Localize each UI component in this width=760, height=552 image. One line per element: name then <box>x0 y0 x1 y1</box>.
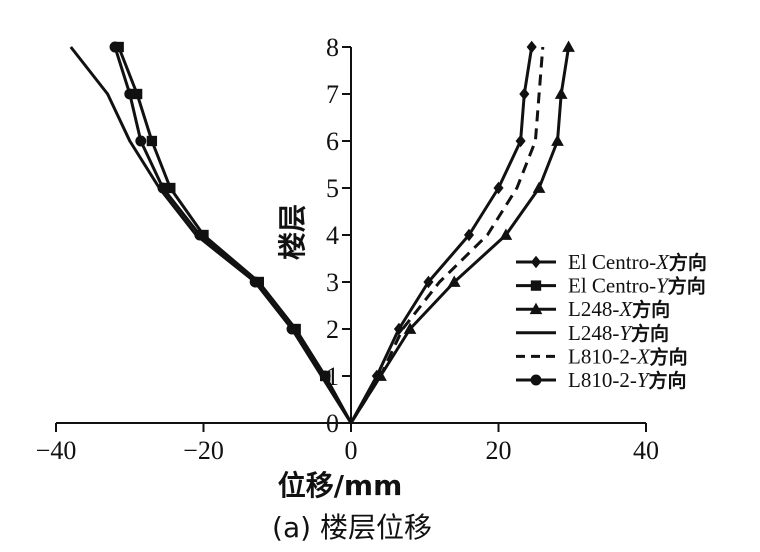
legend-item: L810-2-X方向 <box>516 344 688 368</box>
marker-square <box>146 135 158 147</box>
marker-triangle <box>554 87 568 99</box>
marker-circle <box>124 88 136 100</box>
series-line <box>349 46 571 424</box>
marker-triangle <box>562 40 575 52</box>
y-axis-label: 楼层 <box>276 204 309 260</box>
marker-triangle <box>529 302 543 315</box>
legend-label: L810-2-Y方向 <box>568 368 687 392</box>
series-4 <box>349 46 545 424</box>
marker-circle <box>109 41 121 53</box>
marker-circle <box>249 276 261 288</box>
x-axis-label: 位移/mm <box>278 469 403 502</box>
series-0 <box>349 40 537 424</box>
marker-circle <box>286 323 298 335</box>
legend-label: L810-2-X方向 <box>568 344 688 368</box>
marker-triangle <box>403 322 417 334</box>
marker-diamond <box>519 87 530 101</box>
legend-item: L248-Y方向 <box>516 321 669 345</box>
series-2 <box>349 40 575 424</box>
series-5 <box>109 41 353 424</box>
x-tick-label: 20 <box>486 436 512 465</box>
y-tick-label: 8 <box>326 33 339 62</box>
y-tick-label: 5 <box>326 174 339 203</box>
x-tick-label: −20 <box>183 436 224 465</box>
y-tick-label: 0 <box>326 409 339 438</box>
marker-triangle <box>532 181 546 193</box>
legend-item: L810-2-Y方向 <box>516 368 687 392</box>
marker-diamond <box>515 134 526 148</box>
y-tick-label: 6 <box>326 127 339 156</box>
y-tick-label: 4 <box>326 221 339 250</box>
marker-circle <box>194 229 206 241</box>
x-tick-label: −40 <box>36 436 77 465</box>
x-tick-label: 0 <box>345 436 358 465</box>
marker-diamond <box>463 228 475 242</box>
y-tick-label: 7 <box>326 80 339 109</box>
marker-diamond <box>423 275 434 289</box>
marker-triangle <box>447 275 461 287</box>
legend-item: El Centro-X方向 <box>516 250 707 274</box>
marker-diamond <box>530 255 542 269</box>
y-tick-label: 2 <box>326 315 339 344</box>
legend-label: El Centro-X方向 <box>568 250 707 274</box>
legend-item: L248-X方向 <box>516 297 670 321</box>
series-line <box>349 46 545 424</box>
marker-triangle <box>551 134 564 146</box>
x-tick-label: 40 <box>633 436 659 465</box>
marker-circle <box>319 370 331 382</box>
legend-item: El Centro-Y方向 <box>516 274 706 298</box>
series-layer <box>69 40 575 424</box>
marker-triangle <box>499 228 513 240</box>
marker-circle <box>135 135 147 147</box>
legend-label: L248-X方向 <box>568 297 670 321</box>
chart-caption: (a) 楼层位移 <box>272 511 432 544</box>
legend-label: El Centro-Y方向 <box>568 274 706 298</box>
legend-label: L248-Y方向 <box>568 321 669 345</box>
marker-square <box>530 280 542 291</box>
marker-diamond <box>526 40 537 54</box>
marker-circle <box>530 374 542 386</box>
marker-diamond <box>493 181 504 195</box>
y-tick-label: 3 <box>326 268 339 297</box>
marker-circle <box>157 182 169 194</box>
